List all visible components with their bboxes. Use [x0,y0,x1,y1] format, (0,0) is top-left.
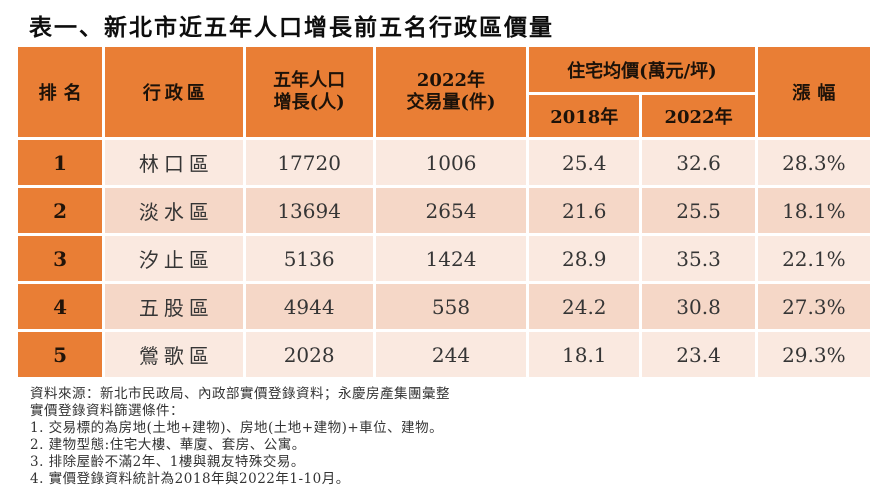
volume-cell: 1424 [372,233,530,284]
table-row: 3 汐止區 5136 1424 28.9 35.3 22.1% [14,233,874,284]
pop-growth-cell: 5136 [242,233,376,284]
footnote-item: 1. 交易標的為房地(土地+建物)、房地(土地+建物)+車位、建物。 [30,420,444,436]
pop-growth-cell: 2028 [242,329,376,380]
price-2022-cell: 25.5 [639,185,758,236]
district-cell: 汐止區 [102,233,246,284]
header-year-2018: 2018年 [526,92,643,140]
volume-cell: 1006 [372,137,530,188]
table-row: 1 林口區 17720 1006 25.4 32.6 28.3% [14,137,874,188]
price-2018-cell: 25.4 [526,137,643,188]
price-2018-cell: 21.6 [526,185,643,236]
footnote-filter-title: 實價登錄資料篩選條件： [30,403,184,419]
district-cell: 林口區 [102,137,246,188]
header-avg-price-group: 住宅均價(萬元/坪) [526,44,758,95]
header-rank: 排名 [14,44,106,140]
change-cell: 22.1% [754,233,874,284]
pop-growth-cell: 17720 [242,137,376,188]
population-price-table: 排名 行政區 五年人口 增長(人) 2022年 交易量(件) 住宅均價(萬元/坪… [14,44,874,380]
header-year-2022: 2022年 [639,92,758,140]
change-cell: 28.3% [754,137,874,188]
header-district: 行政區 [102,44,246,140]
footnote-item: 2. 建物型態:住宅大樓、華廈、套房、公寓。 [30,437,306,453]
price-2022-cell: 35.3 [639,233,758,284]
price-2018-cell: 24.2 [526,281,643,332]
pop-growth-cell: 13694 [242,185,376,236]
rank-cell: 3 [14,233,106,284]
footnotes: 資料來源：新北市民政局、內政部實價登錄資料；永慶房產集團彙整 實價登錄資料篩選條… [30,386,450,488]
table-row: 2 淡水區 13694 2654 21.6 25.5 18.1% [14,185,874,236]
footnote-source: 資料來源：新北市民政局、內政部實價登錄資料；永慶房產集團彙整 [30,386,450,402]
header-pop-growth-line2: 增長(人) [273,92,345,113]
district-cell: 淡水區 [102,185,246,236]
footnote-item: 4. 實價登錄資料統計為2018年與2022年1-10月。 [30,471,350,487]
table-row: 5 鶯歌區 2028 244 18.1 23.4 29.3% [14,329,874,380]
district-cell: 五股區 [102,281,246,332]
volume-cell: 244 [372,329,530,380]
table-title: 表一、新北市近五年人口增長前五名行政區價量 [29,14,554,41]
price-2022-cell: 30.8 [639,281,758,332]
header-pop-growth: 五年人口 增長(人) [242,44,376,140]
price-2018-cell: 28.9 [526,233,643,284]
rank-cell: 5 [14,329,106,380]
header-change: 漲幅 [754,44,874,140]
table-row: 4 五股區 4944 558 24.2 30.8 27.3% [14,281,874,332]
header-pop-growth-line1: 五年人口 [273,69,346,91]
rank-cell: 1 [14,137,106,188]
header-volume-line1: 2022年 [416,69,486,91]
rank-cell: 4 [14,281,106,332]
price-2022-cell: 23.4 [639,329,758,380]
price-2018-cell: 18.1 [526,329,643,380]
rank-cell: 2 [14,185,106,236]
volume-cell: 558 [372,281,530,332]
footnote-item: 3. 排除屋齡不滿2年、1樓與親友特殊交易。 [30,454,305,470]
pop-growth-cell: 4944 [242,281,376,332]
volume-cell: 2654 [372,185,530,236]
price-2022-cell: 32.6 [639,137,758,188]
change-cell: 29.3% [754,329,874,380]
district-cell: 鶯歌區 [102,329,246,380]
header-volume-line2: 交易量(件) [406,92,496,113]
change-cell: 18.1% [754,185,874,236]
change-cell: 27.3% [754,281,874,332]
header-volume: 2022年 交易量(件) [372,44,530,140]
